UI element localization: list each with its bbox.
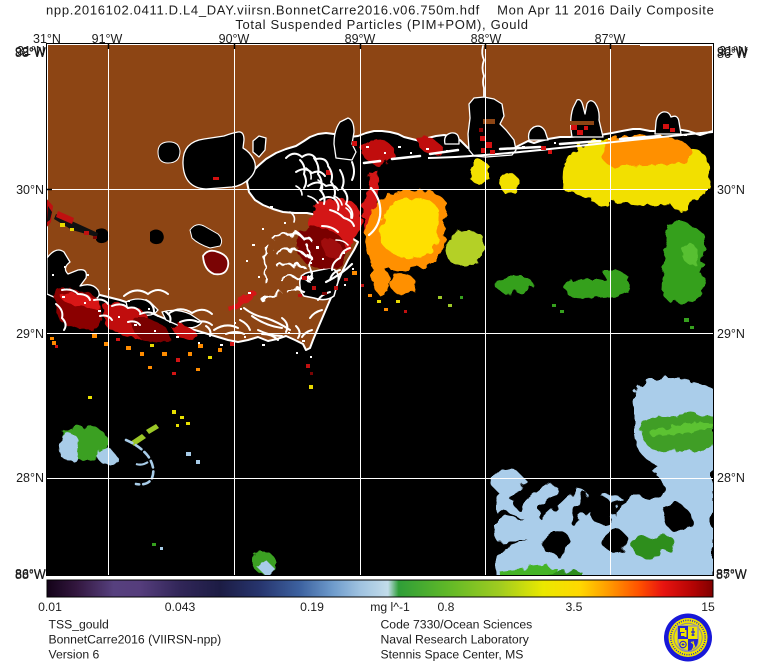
- svg-text:31°N: 31°N: [33, 32, 61, 46]
- svg-text:30°N: 30°N: [16, 183, 44, 197]
- svg-text:TSS_gould: TSS_gould: [49, 618, 109, 632]
- svg-text:npp.2016102.0411.D.L4_DAY.viir: npp.2016102.0411.D.L4_DAY.viirsn.BonnetC…: [46, 3, 714, 18]
- svg-text:92°W: 92°W: [15, 45, 46, 59]
- svg-text:90°W: 90°W: [219, 32, 250, 46]
- svg-text:15: 15: [701, 600, 715, 614]
- svg-text:mg l^-1: mg l^-1: [370, 600, 410, 614]
- svg-text:Stennis Space Center, MS: Stennis Space Center, MS: [381, 648, 524, 662]
- svg-text:31°N: 31°N: [17, 44, 45, 58]
- svg-text:28°N: 28°N: [16, 471, 44, 485]
- svg-text:86°W: 86°W: [717, 47, 748, 61]
- svg-text:BonnetCarre2016 (VIIRSN-npp): BonnetCarre2016 (VIIRSN-npp): [49, 633, 222, 647]
- svg-text:0.01: 0.01: [38, 600, 62, 614]
- svg-text:87°W: 87°W: [716, 568, 747, 582]
- svg-text:88°W: 88°W: [471, 32, 502, 46]
- svg-text:3.5: 3.5: [566, 600, 583, 614]
- svg-text:86°W: 86°W: [15, 567, 46, 581]
- svg-text:87°W: 87°W: [595, 32, 626, 46]
- svg-text:31°N: 31°N: [719, 44, 747, 58]
- svg-text:0.19: 0.19: [300, 600, 324, 614]
- svg-text:89°W: 89°W: [345, 32, 376, 46]
- svg-text:Naval Research Laboratory: Naval Research Laboratory: [381, 633, 530, 647]
- svg-text:91°W: 91°W: [92, 32, 123, 46]
- svg-text:Code 7330/Ocean Sciences: Code 7330/Ocean Sciences: [381, 618, 533, 632]
- svg-text:Version 6: Version 6: [49, 648, 100, 662]
- svg-text:88°W: 88°W: [15, 568, 46, 582]
- svg-text:28°N: 28°N: [717, 471, 745, 485]
- svg-text:29°N: 29°N: [16, 327, 44, 341]
- svg-text:29°N: 29°N: [717, 327, 745, 341]
- svg-text:0.043: 0.043: [165, 600, 196, 614]
- svg-text:0.8: 0.8: [438, 600, 455, 614]
- svg-text:Total Suspended Particles (PIM: Total Suspended Particles (PIM+POM), Gou…: [235, 17, 528, 32]
- svg-text:85°W: 85°W: [716, 567, 747, 581]
- svg-text:88°W: 88°W: [15, 46, 46, 60]
- svg-text:90°W: 90°W: [717, 45, 748, 59]
- svg-text:30°N: 30°N: [717, 183, 745, 197]
